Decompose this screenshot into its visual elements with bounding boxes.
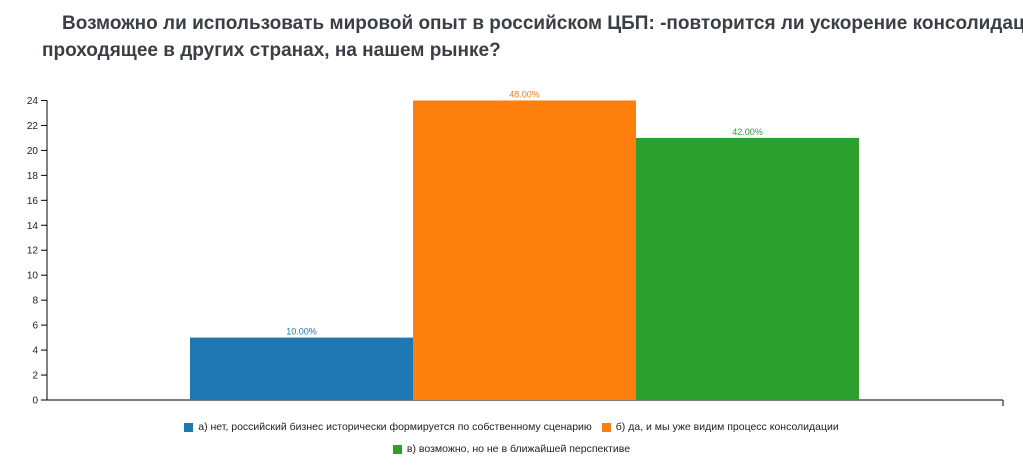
legend-item-c[interactable]: в) возможно, но не в ближайшей перспекти… — [392, 443, 631, 455]
legend-row-2: в) возможно, но не в ближайшей перспекти… — [0, 438, 1023, 460]
chart-title-line-1: Возможно ли использовать мировой опыт в … — [62, 13, 1023, 34]
legend-item-a[interactable]: а) нет, российский бизнес исторически фо… — [184, 421, 592, 433]
legend-swatch-b — [601, 422, 611, 432]
legend-item-b[interactable]: б) да, и мы уже видим процесс консолидац… — [601, 421, 839, 433]
bar-value-label-2: 48.00% — [509, 89, 540, 99]
y-tick-label-4: 4 — [32, 346, 38, 357]
chart-title-line-2: проходящее в других странах, на нашем ры… — [42, 40, 501, 61]
legend-label-b: б) да, и мы уже видим процесс консолидац… — [615, 421, 839, 433]
bar-1 — [190, 337, 413, 400]
y-tick-label-6: 6 — [32, 321, 38, 332]
y-tick-label-18: 18 — [27, 171, 39, 182]
chart-legend: а) нет, российский бизнес исторически фо… — [0, 416, 1023, 460]
chart-title: Возможно ли использовать мировой опыт в … — [42, 10, 1023, 66]
y-tick-label-2: 2 — [32, 371, 38, 382]
y-tick-label-20: 20 — [27, 146, 39, 157]
y-tick-label-8: 8 — [32, 296, 38, 307]
y-tick-label-24: 24 — [27, 96, 39, 107]
bar-3 — [636, 137, 859, 401]
bar-2 — [413, 100, 636, 400]
legend-label-a: а) нет, российский бизнес исторически фо… — [198, 421, 592, 433]
y-tick-label-16: 16 — [27, 196, 39, 207]
legend-label-c: в) возможно, но не в ближайшей перспекти… — [406, 443, 631, 455]
legend-swatch-c — [392, 444, 402, 454]
y-tick-label-10: 10 — [27, 271, 39, 282]
y-tick-label-22: 22 — [27, 121, 39, 132]
legend-row-1: а) нет, российский бизнес исторически фо… — [0, 416, 1023, 438]
y-tick-label-14: 14 — [27, 221, 39, 232]
y-tick-label-12: 12 — [27, 246, 39, 257]
y-tick-label-0: 0 — [32, 396, 38, 407]
bar-value-label-1: 10.00% — [286, 327, 317, 337]
legend-swatch-a — [184, 422, 194, 432]
bar-value-label-3: 42.00% — [732, 127, 763, 137]
